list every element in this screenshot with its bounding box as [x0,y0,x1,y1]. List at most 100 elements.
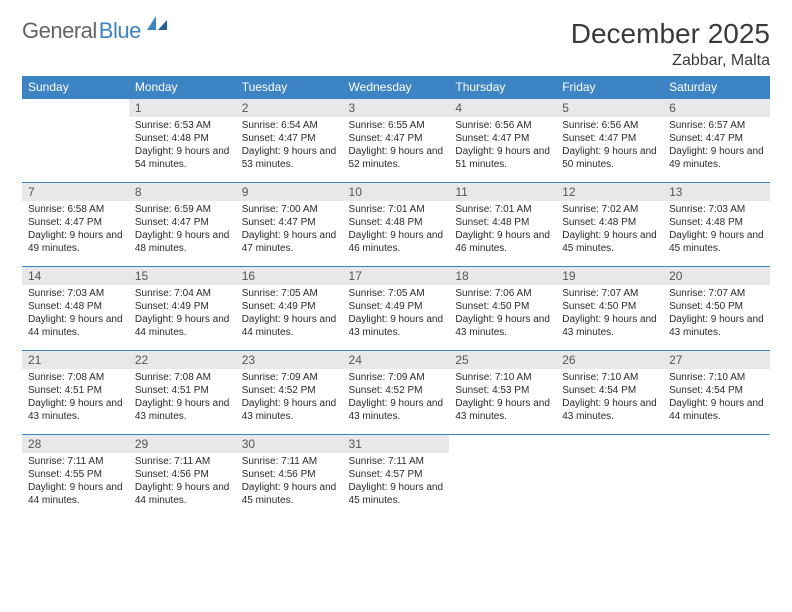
logo-word2: Blue [99,18,141,44]
calendar-cell: 31Sunrise: 7:11 AMSunset: 4:57 PMDayligh… [343,435,450,519]
day-number: 17 [343,267,450,285]
calendar-cell: 25Sunrise: 7:10 AMSunset: 4:53 PMDayligh… [449,351,556,435]
title-block: December 2025 Zabbar, Malta [571,18,770,70]
day-number: 27 [663,351,770,369]
day-number: 26 [556,351,663,369]
day-details: Sunrise: 7:03 AMSunset: 4:48 PMDaylight:… [22,285,129,343]
day-details: Sunrise: 7:08 AMSunset: 4:51 PMDaylight:… [22,369,129,427]
calendar-cell: 9Sunrise: 7:00 AMSunset: 4:47 PMDaylight… [236,183,343,267]
calendar-cell: 19Sunrise: 7:07 AMSunset: 4:50 PMDayligh… [556,267,663,351]
calendar-cell [22,99,129,183]
day-details: Sunrise: 7:01 AMSunset: 4:48 PMDaylight:… [343,201,450,259]
calendar-cell [556,435,663,519]
calendar-cell: 5Sunrise: 6:56 AMSunset: 4:47 PMDaylight… [556,99,663,183]
day-details: Sunrise: 6:53 AMSunset: 4:48 PMDaylight:… [129,117,236,175]
day-number: 15 [129,267,236,285]
day-number: 31 [343,435,450,453]
day-details: Sunrise: 7:08 AMSunset: 4:51 PMDaylight:… [129,369,236,427]
day-number: 1 [129,99,236,117]
day-number: 6 [663,99,770,117]
day-details: Sunrise: 6:59 AMSunset: 4:47 PMDaylight:… [129,201,236,259]
logo-sail-icon [145,14,169,37]
logo: GeneralBlue [22,18,169,44]
day-number: 12 [556,183,663,201]
day-number: 30 [236,435,343,453]
calendar-week-row: 14Sunrise: 7:03 AMSunset: 4:48 PMDayligh… [22,267,770,351]
calendar-cell: 1Sunrise: 6:53 AMSunset: 4:48 PMDaylight… [129,99,236,183]
calendar-cell: 11Sunrise: 7:01 AMSunset: 4:48 PMDayligh… [449,183,556,267]
day-details: Sunrise: 7:00 AMSunset: 4:47 PMDaylight:… [236,201,343,259]
day-number: 23 [236,351,343,369]
day-number: 5 [556,99,663,117]
day-details: Sunrise: 7:11 AMSunset: 4:57 PMDaylight:… [343,453,450,511]
calendar-cell: 30Sunrise: 7:11 AMSunset: 4:56 PMDayligh… [236,435,343,519]
day-number: 3 [343,99,450,117]
day-number: 13 [663,183,770,201]
calendar-week-row: 1Sunrise: 6:53 AMSunset: 4:48 PMDaylight… [22,99,770,183]
calendar-cell: 17Sunrise: 7:05 AMSunset: 4:49 PMDayligh… [343,267,450,351]
day-details: Sunrise: 6:54 AMSunset: 4:47 PMDaylight:… [236,117,343,175]
weekday-header: Thursday [449,76,556,99]
day-details: Sunrise: 7:05 AMSunset: 4:49 PMDaylight:… [236,285,343,343]
day-details: Sunrise: 7:03 AMSunset: 4:48 PMDaylight:… [663,201,770,259]
calendar-cell [449,435,556,519]
day-number: 28 [22,435,129,453]
calendar-week-row: 21Sunrise: 7:08 AMSunset: 4:51 PMDayligh… [22,351,770,435]
day-details: Sunrise: 6:57 AMSunset: 4:47 PMDaylight:… [663,117,770,175]
location: Zabbar, Malta [571,52,770,70]
day-number: 19 [556,267,663,285]
day-number: 25 [449,351,556,369]
calendar-cell: 7Sunrise: 6:58 AMSunset: 4:47 PMDaylight… [22,183,129,267]
calendar-cell: 12Sunrise: 7:02 AMSunset: 4:48 PMDayligh… [556,183,663,267]
calendar-table: Sunday Monday Tuesday Wednesday Thursday… [22,76,770,519]
day-details: Sunrise: 6:55 AMSunset: 4:47 PMDaylight:… [343,117,450,175]
calendar-cell: 15Sunrise: 7:04 AMSunset: 4:49 PMDayligh… [129,267,236,351]
weekday-header: Saturday [663,76,770,99]
day-details: Sunrise: 7:09 AMSunset: 4:52 PMDaylight:… [343,369,450,427]
calendar-cell: 28Sunrise: 7:11 AMSunset: 4:55 PMDayligh… [22,435,129,519]
calendar-cell: 18Sunrise: 7:06 AMSunset: 4:50 PMDayligh… [449,267,556,351]
day-number: 14 [22,267,129,285]
day-details: Sunrise: 6:56 AMSunset: 4:47 PMDaylight:… [556,117,663,175]
calendar-cell: 8Sunrise: 6:59 AMSunset: 4:47 PMDaylight… [129,183,236,267]
day-details: Sunrise: 7:06 AMSunset: 4:50 PMDaylight:… [449,285,556,343]
header: GeneralBlue December 2025 Zabbar, Malta [22,18,770,70]
weekday-header: Tuesday [236,76,343,99]
calendar-cell: 24Sunrise: 7:09 AMSunset: 4:52 PMDayligh… [343,351,450,435]
weekday-header: Friday [556,76,663,99]
day-details: Sunrise: 7:10 AMSunset: 4:54 PMDaylight:… [663,369,770,427]
calendar-cell: 29Sunrise: 7:11 AMSunset: 4:56 PMDayligh… [129,435,236,519]
day-details: Sunrise: 6:58 AMSunset: 4:47 PMDaylight:… [22,201,129,259]
calendar-cell: 16Sunrise: 7:05 AMSunset: 4:49 PMDayligh… [236,267,343,351]
day-number: 21 [22,351,129,369]
day-number: 16 [236,267,343,285]
calendar-cell: 21Sunrise: 7:08 AMSunset: 4:51 PMDayligh… [22,351,129,435]
day-details: Sunrise: 7:10 AMSunset: 4:54 PMDaylight:… [556,369,663,427]
day-number: 2 [236,99,343,117]
day-number: 18 [449,267,556,285]
calendar-cell: 4Sunrise: 6:56 AMSunset: 4:47 PMDaylight… [449,99,556,183]
day-number: 22 [129,351,236,369]
day-number: 24 [343,351,450,369]
day-number: 10 [343,183,450,201]
logo-word1: General [22,18,97,44]
calendar-header-row: Sunday Monday Tuesday Wednesday Thursday… [22,76,770,99]
calendar-week-row: 7Sunrise: 6:58 AMSunset: 4:47 PMDaylight… [22,183,770,267]
day-details: Sunrise: 7:04 AMSunset: 4:49 PMDaylight:… [129,285,236,343]
day-number: 7 [22,183,129,201]
day-number: 8 [129,183,236,201]
calendar-cell: 3Sunrise: 6:55 AMSunset: 4:47 PMDaylight… [343,99,450,183]
calendar-week-row: 28Sunrise: 7:11 AMSunset: 4:55 PMDayligh… [22,435,770,519]
calendar-cell: 26Sunrise: 7:10 AMSunset: 4:54 PMDayligh… [556,351,663,435]
day-number: 29 [129,435,236,453]
calendar-cell: 23Sunrise: 7:09 AMSunset: 4:52 PMDayligh… [236,351,343,435]
day-number: 4 [449,99,556,117]
day-details: Sunrise: 7:07 AMSunset: 4:50 PMDaylight:… [663,285,770,343]
day-details: Sunrise: 7:07 AMSunset: 4:50 PMDaylight:… [556,285,663,343]
calendar-cell: 10Sunrise: 7:01 AMSunset: 4:48 PMDayligh… [343,183,450,267]
calendar-cell: 14Sunrise: 7:03 AMSunset: 4:48 PMDayligh… [22,267,129,351]
day-details: Sunrise: 7:11 AMSunset: 4:56 PMDaylight:… [129,453,236,511]
day-details: Sunrise: 6:56 AMSunset: 4:47 PMDaylight:… [449,117,556,175]
calendar-cell: 20Sunrise: 7:07 AMSunset: 4:50 PMDayligh… [663,267,770,351]
day-details: Sunrise: 7:11 AMSunset: 4:56 PMDaylight:… [236,453,343,511]
